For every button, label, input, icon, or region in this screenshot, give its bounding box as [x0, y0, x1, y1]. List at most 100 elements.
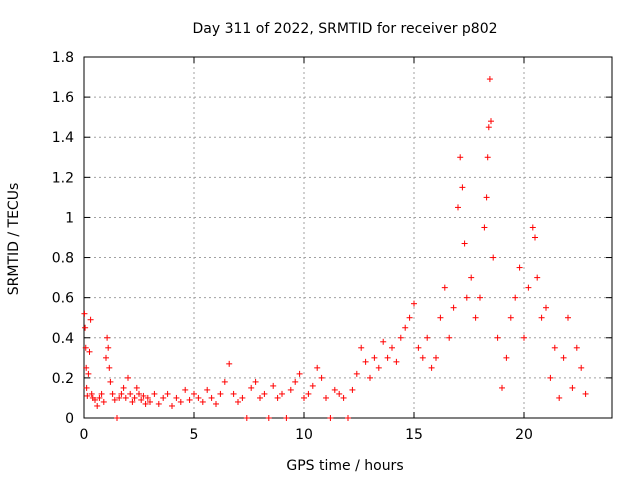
- data-point: [270, 382, 277, 389]
- data-point: [503, 354, 510, 361]
- data-point: [83, 384, 90, 391]
- data-point: [340, 394, 347, 401]
- data-point: [529, 224, 536, 231]
- data-point: [375, 364, 382, 371]
- y-tick-label: 1.4: [52, 130, 74, 146]
- data-point: [419, 354, 426, 361]
- data-point: [204, 386, 211, 393]
- axis-ticks: 0 0.2 0.4 0.6 0.8 1 1.2 1.4 1.6 1.8 0 5 10 15 20: [52, 50, 612, 443]
- data-point: [107, 378, 114, 385]
- y-tick-label: 1.8: [52, 50, 74, 66]
- data-point: [248, 384, 255, 391]
- data-point: [100, 398, 107, 405]
- data-point: [257, 394, 263, 401]
- data-point: [389, 344, 395, 351]
- data-point: [490, 254, 497, 261]
- data-point: [105, 344, 112, 351]
- data-point: [84, 392, 91, 399]
- y-tick-label: 0: [65, 411, 74, 427]
- data-point: [455, 204, 461, 211]
- data-point: [283, 415, 290, 421]
- data-point: [85, 370, 92, 377]
- data-point: [239, 394, 246, 401]
- data-point: [488, 118, 494, 125]
- data-point: [118, 390, 125, 397]
- data-point: [450, 304, 457, 311]
- data-point: [543, 304, 549, 311]
- data-point: [182, 386, 189, 393]
- data-point: [160, 394, 167, 401]
- data-point: [142, 400, 149, 407]
- data-point: [106, 364, 113, 371]
- data-point: [578, 364, 585, 371]
- data-point: [406, 314, 413, 321]
- data-point: [481, 224, 488, 231]
- data-point: [261, 390, 268, 397]
- data-point: [120, 384, 127, 391]
- data-point: [415, 344, 422, 351]
- data-point: [173, 394, 180, 401]
- data-point: [86, 348, 93, 355]
- data-point: [565, 314, 571, 321]
- data-point: [323, 394, 329, 401]
- data-point: [556, 394, 563, 401]
- data-point: [265, 415, 272, 421]
- data-point: [243, 415, 250, 421]
- data-point: [104, 334, 111, 341]
- data-point: [82, 344, 89, 351]
- data-point: [484, 154, 491, 161]
- data-point: [336, 390, 343, 397]
- data-point: [349, 386, 356, 393]
- data-point: [92, 396, 98, 403]
- y-tick-label: 0.6: [52, 291, 74, 307]
- y-tick-label: 0.2: [52, 371, 74, 387]
- data-point: [463, 294, 470, 301]
- data-point: [521, 334, 527, 341]
- chart-title: Day 311 of 2022, SRMTID for receiver p80…: [192, 21, 497, 37]
- data-point: [486, 76, 493, 83]
- data-point: [353, 370, 360, 377]
- data-point: [582, 390, 589, 397]
- data-point: [109, 390, 116, 397]
- data-point: [151, 390, 158, 397]
- data-point: [512, 294, 519, 301]
- data-point: [472, 314, 479, 321]
- data-point: [367, 374, 373, 381]
- data-point: [468, 274, 475, 281]
- data-point: [103, 354, 109, 361]
- data-point: [459, 184, 466, 191]
- data-point: [384, 354, 391, 361]
- x-tick-label: 15: [405, 427, 423, 443]
- data-point: [331, 386, 338, 393]
- data-point: [441, 284, 448, 291]
- data-point: [327, 415, 334, 421]
- data-point: [560, 354, 567, 361]
- data-point: [87, 316, 94, 323]
- data-point: [252, 378, 259, 385]
- data-point: [177, 398, 184, 405]
- data-point: [362, 358, 369, 365]
- x-tick-label: 20: [515, 427, 533, 443]
- data-point: [133, 384, 140, 391]
- data-point: [138, 396, 145, 403]
- data-point: [428, 364, 435, 371]
- data-point: [296, 370, 303, 377]
- data-point: [155, 400, 162, 407]
- data-point: [525, 284, 532, 291]
- data-point: [371, 354, 378, 361]
- data-point: [305, 390, 312, 397]
- data-point: [345, 415, 351, 421]
- data-point: [221, 378, 228, 385]
- data-point: [127, 390, 134, 397]
- data-point: [125, 374, 131, 381]
- data-point: [131, 394, 138, 401]
- data-point: [516, 264, 523, 271]
- data-point: [279, 390, 285, 397]
- data-point: [393, 358, 400, 365]
- data-point: [144, 394, 151, 401]
- data-point: [446, 334, 453, 341]
- data-point: [230, 390, 237, 397]
- x-tick-label: 0: [80, 427, 89, 443]
- data-point: [235, 398, 241, 405]
- y-axis-label: SRMTID / TECUs: [6, 183, 22, 296]
